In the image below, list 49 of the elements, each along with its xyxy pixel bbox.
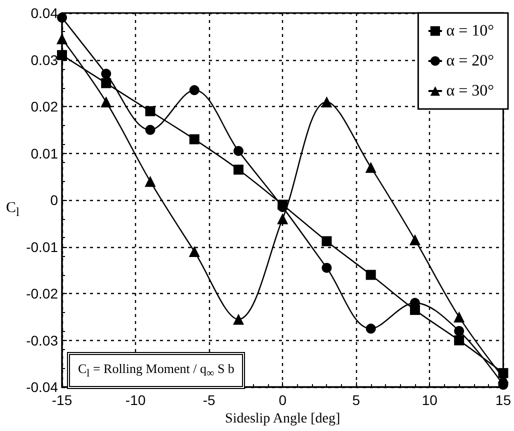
point — [454, 311, 465, 322]
point — [56, 33, 68, 44]
y-axis-title: C$_{l}$ — [6, 200, 20, 220]
point — [410, 304, 420, 315]
point — [322, 262, 332, 273]
legend-label: α = 10° — [446, 22, 494, 40]
annotation: C$_{l}$ = Rolling Moment / q$_{∞}$ S b — [67, 352, 246, 389]
x-tick-label: 15 — [495, 392, 512, 408]
y-tick-label: 0 — [50, 192, 58, 208]
legend-label: α = 20° — [446, 52, 494, 70]
y-tick-label: -0.02 — [26, 286, 58, 302]
point — [100, 96, 112, 108]
point — [101, 78, 112, 88]
point — [144, 176, 156, 187]
x-tick-label: -5 — [202, 392, 216, 408]
y-tick-label: 0.01 — [30, 145, 58, 162]
point — [322, 236, 332, 246]
y-tick-label: -0.01 — [26, 238, 58, 255]
point — [189, 85, 200, 96]
point — [498, 368, 508, 378]
y-tick-label: 0.03 — [30, 52, 58, 68]
point — [145, 124, 156, 135]
point — [366, 270, 376, 280]
point — [278, 200, 288, 210]
y-tick-label: 0.02 — [30, 98, 58, 115]
point — [101, 68, 112, 79]
legend-label: α = 30° — [446, 82, 494, 100]
point — [188, 246, 200, 257]
point — [277, 213, 288, 224]
point — [57, 50, 67, 60]
point — [57, 12, 67, 23]
point — [189, 134, 200, 144]
point — [365, 162, 376, 173]
y-tick-label: -0.03 — [26, 332, 58, 348]
point — [454, 335, 464, 346]
point — [233, 164, 244, 175]
x-tick-label: 10 — [422, 392, 438, 408]
point — [409, 234, 420, 246]
point — [366, 324, 376, 334]
x-tick-label: -10 — [125, 392, 146, 408]
x-axis-title: Sideslip Angle [deg] — [225, 412, 340, 426]
y-tick-label: 0.04 — [30, 5, 58, 21]
point — [233, 146, 244, 156]
point — [321, 96, 332, 108]
x-tick-label: 0 — [278, 392, 287, 408]
point — [454, 326, 464, 336]
point — [232, 314, 244, 325]
x-tick-label: 5 — [352, 392, 360, 408]
point — [145, 106, 156, 116]
